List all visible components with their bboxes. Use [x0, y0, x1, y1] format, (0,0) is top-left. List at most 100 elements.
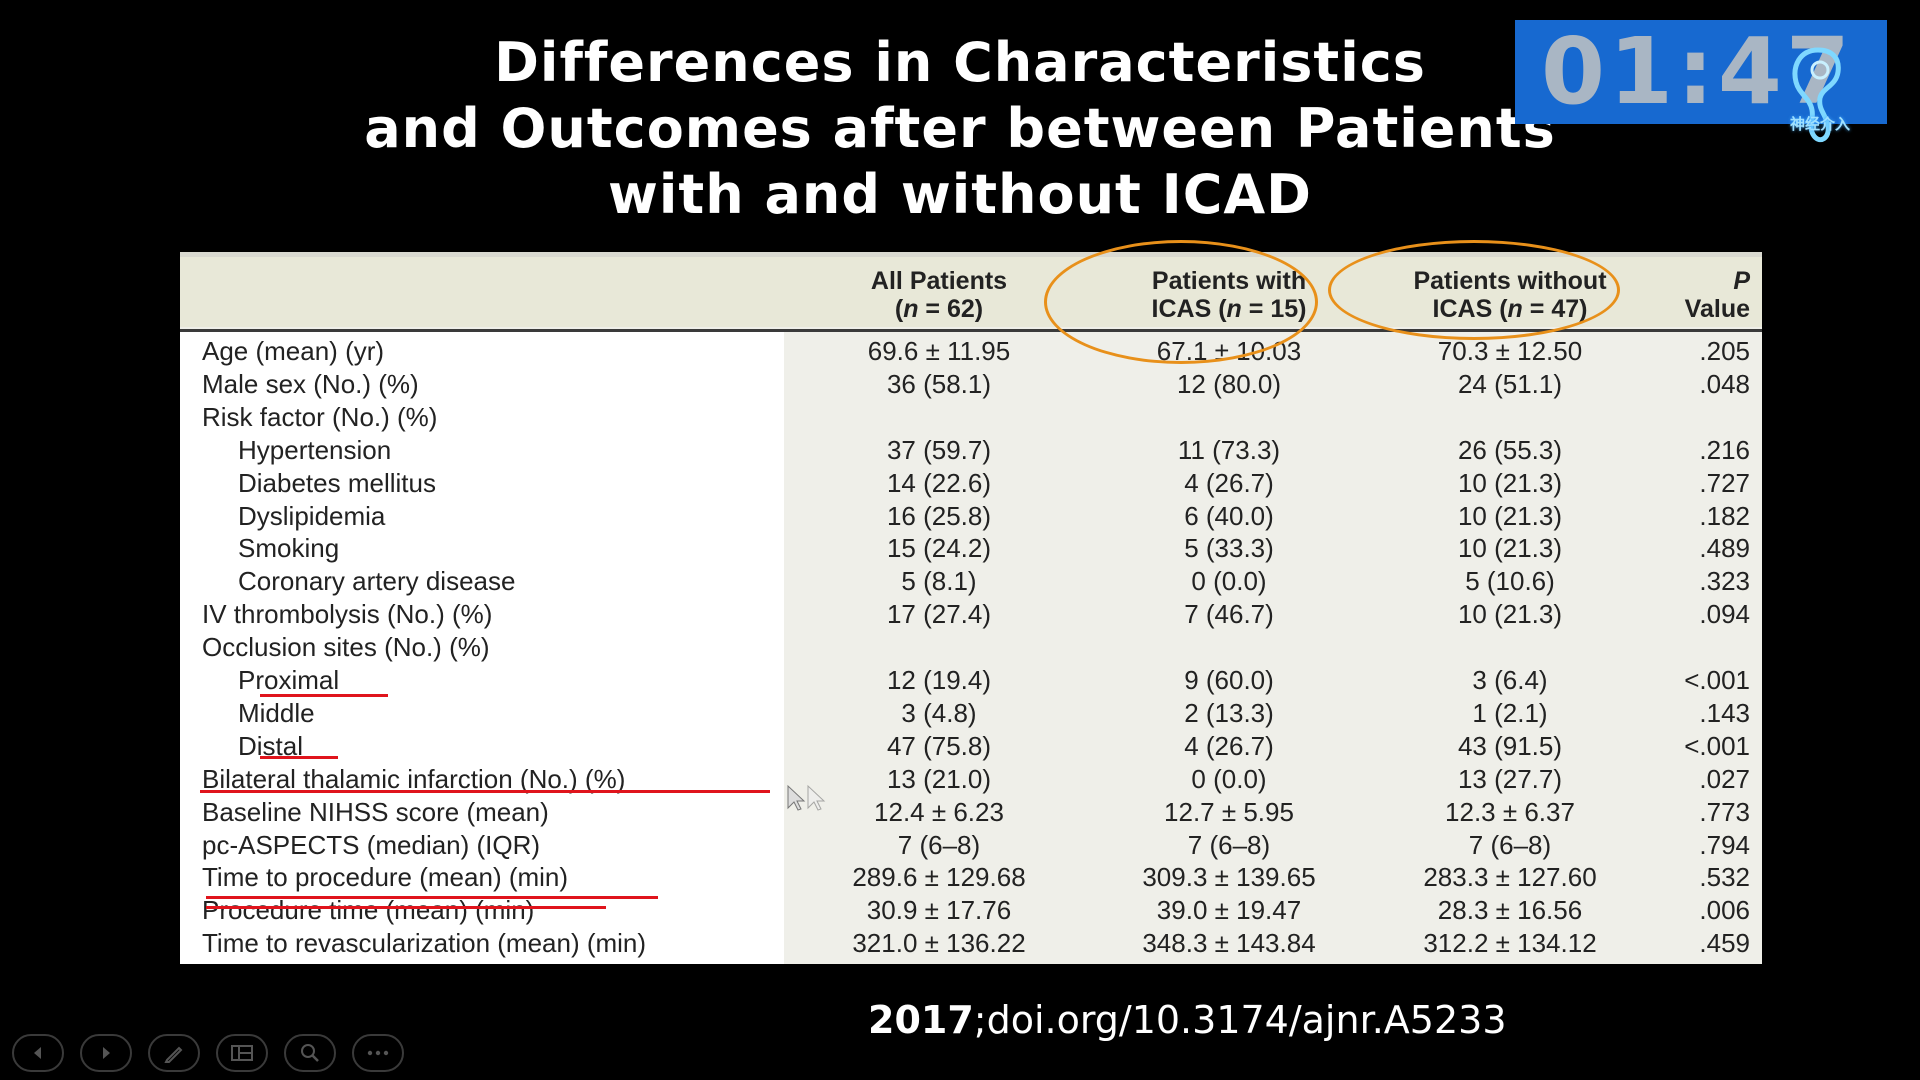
cell-without-icas: 10 (21.3): [1457, 500, 1563, 531]
cell-without-icas: 28.3 ± 16.56: [1437, 895, 1583, 926]
cell-with-icas: 7 (6–8): [1187, 829, 1271, 860]
zoom-icon: [301, 1044, 319, 1062]
annotation-oval-with-icas: [1044, 240, 1318, 364]
title-line-1: Differences in Characteristics: [494, 31, 1426, 94]
cell-all-patients: 17 (27.4): [886, 599, 992, 630]
cell-p-value: .216: [1699, 434, 1750, 465]
cell-p-value: <.001: [1684, 665, 1750, 695]
table-row: Time to procedure (mean) (min) 289.6 ± 12…: [180, 861, 1762, 894]
cell-with-icas: 0 (0.0): [1191, 763, 1267, 794]
row-label: IV thrombolysis (No.) (%): [202, 599, 493, 630]
table-row: Male sex (No.) (%) 36 (58.1) 12 (80.0) 24 (…: [180, 368, 1762, 401]
countdown-timer: 01:47: [1515, 20, 1887, 124]
next-slide-button[interactable]: [80, 1034, 132, 1072]
slideshow-controls: [12, 1034, 404, 1074]
citation: 2017;doi.org/10.3174/ajnr.A5233: [868, 998, 1507, 1042]
table-row: Time to revascularization (mean) (min) 32…: [180, 927, 1762, 960]
cell-all-patients: 7 (6–8): [897, 829, 981, 860]
cell-p-value: <.001: [1684, 730, 1750, 761]
underline-proximal: [260, 694, 388, 697]
cell-p-value: .459: [1699, 928, 1750, 959]
cell-with-icas: 9 (60.0): [1184, 665, 1274, 695]
header-divider: [180, 329, 1762, 332]
table-row: Proximal 12 (19.4) 9 (60.0) 3 (6.4) <.001: [180, 664, 1762, 697]
cell-all-patients: 12 (19.4): [886, 665, 992, 695]
cell-p-value: .094: [1699, 599, 1750, 630]
zoom-button[interactable]: [284, 1034, 336, 1072]
cell-all-patients: 15 (24.2): [886, 533, 992, 564]
row-label: Time to procedure (mean) (min): [202, 862, 569, 893]
cell-without-icas: 3 (6.4): [1472, 665, 1548, 695]
cell-without-icas: 10 (21.3): [1457, 599, 1563, 630]
more-icon: [367, 1050, 389, 1056]
table-row: Distal 47 (75.8) 4 (26.7) 43 (91.5) <.001: [180, 730, 1762, 763]
cell-p-value: .727: [1699, 467, 1750, 498]
row-label: pc-ASPECTS (median) (IQR): [202, 829, 541, 860]
watermark-logo-text: 神经介入: [1789, 116, 1850, 133]
table-row: Risk factor (No.) (%): [180, 401, 1762, 434]
cell-with-icas: 39.0 ± 19.47: [1156, 895, 1302, 926]
cell-p-value: .006: [1699, 895, 1750, 926]
cell-p-value: .048: [1699, 368, 1750, 399]
cell-with-icas: 12.7 ± 5.95: [1164, 796, 1294, 827]
row-label: Dyslipidemia: [238, 500, 386, 531]
row-label: Bilateral thalamic infarction (No.) (%): [202, 763, 626, 794]
pen-tool-button[interactable]: [148, 1034, 200, 1072]
cell-without-icas: 43 (91.5): [1457, 730, 1563, 761]
row-label: Baseline NIHSS score (mean): [202, 796, 549, 827]
header-p-value: P Value: [1684, 267, 1750, 323]
data-table: All Patients (n = 62) Patients with ICAS…: [180, 252, 1762, 964]
underline-bilateral-thalamic: [200, 790, 770, 793]
cell-without-icas: 283.3 ± 127.60: [1423, 862, 1597, 893]
table-row: Coronary artery disease 5 (8.1) 0 (0.0) 5 (…: [180, 565, 1762, 598]
table-row: Baseline NIHSS score (mean) 12.4 ± 6.23 12…: [180, 796, 1762, 829]
next-icon: [103, 1047, 110, 1059]
header-all-patients: All Patients (n = 62): [870, 267, 1008, 323]
table-row: Hypertension 37 (59.7) 11 (73.3) 26 (55.3).…: [180, 434, 1762, 467]
cell-with-icas: 11 (73.3): [1177, 434, 1281, 465]
citation-year: 2017: [868, 998, 974, 1042]
previous-icon: [34, 1047, 41, 1059]
cell-with-icas: 7 (46.7): [1184, 599, 1274, 630]
cell-without-icas: 5 (10.6): [1465, 566, 1555, 597]
row-label: Diabetes mellitus: [238, 467, 436, 498]
underline-procedure-time: [206, 906, 606, 909]
see-all-slides-button[interactable]: [216, 1034, 268, 1072]
cell-p-value: .489: [1699, 533, 1750, 564]
cell-with-icas: 4 (26.7): [1184, 730, 1274, 761]
cell-p-value: .027: [1699, 763, 1750, 794]
cell-all-patients: 30.9 ± 17.76: [866, 895, 1012, 926]
cell-with-icas: 12 (80.0): [1176, 368, 1282, 399]
cell-all-patients: 321.0 ± 136.22: [852, 928, 1026, 959]
row-label: Age (mean) (yr): [202, 336, 385, 366]
row-label: Middle: [238, 697, 315, 728]
underline-distal: [260, 756, 338, 759]
cell-all-patients: 47 (75.8): [886, 730, 992, 761]
cell-without-icas: 26 (55.3): [1457, 434, 1563, 465]
cell-all-patients: 14 (22.6): [886, 467, 992, 498]
slides-icon: [231, 1045, 253, 1061]
cell-p-value: .323: [1699, 566, 1750, 597]
row-label: Hypertension: [238, 434, 392, 465]
table-row: Diabetes mellitus 14 (22.6) 4 (26.7) 10 (21…: [180, 467, 1762, 500]
cell-all-patients: 3 (4.8): [901, 697, 977, 728]
cell-p-value: .205: [1699, 336, 1750, 366]
table-row: pc-ASPECTS (median) (IQR) 7 (6–8) 7 (6–8) 7…: [180, 829, 1762, 862]
cell-all-patients: 16 (25.8): [886, 500, 992, 531]
cell-p-value: .773: [1699, 796, 1750, 827]
cell-without-icas: 1 (2.1): [1472, 697, 1548, 728]
cell-p-value: .182: [1699, 500, 1750, 531]
cell-p-value: .794: [1699, 829, 1750, 860]
pointer-cursor-icon: [787, 784, 826, 811]
cell-without-icas: 24 (51.1): [1457, 368, 1563, 399]
previous-slide-button[interactable]: [12, 1034, 64, 1072]
cell-with-icas: 2 (13.3): [1184, 697, 1274, 728]
more-options-button[interactable]: [352, 1034, 404, 1072]
cell-all-patients: 5 (8.1): [901, 566, 977, 597]
table-row: Smoking 15 (24.2) 5 (33.3) 10 (21.3) .489: [180, 532, 1762, 565]
table-row: Procedure time (mean) (min) 30.9 ± 17.76 3…: [180, 894, 1762, 927]
citation-doi: ;doi.org/10.3174/ajnr.A5233: [973, 998, 1507, 1042]
row-label: Proximal: [238, 665, 340, 695]
cell-without-icas: 70.3 ± 12.50: [1437, 336, 1583, 366]
